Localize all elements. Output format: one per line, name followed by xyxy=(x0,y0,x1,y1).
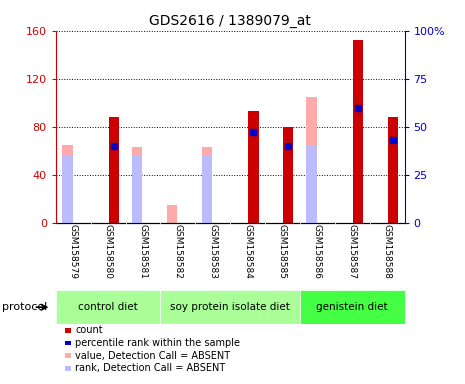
Text: rank, Detection Call = ABSENT: rank, Detection Call = ABSENT xyxy=(75,363,226,373)
Text: genistein diet: genistein diet xyxy=(316,302,388,312)
Bar xyxy=(62,145,73,223)
Bar xyxy=(388,117,398,223)
Text: GSM158584: GSM158584 xyxy=(243,224,252,279)
Text: count: count xyxy=(75,325,103,335)
Title: GDS2616 / 1389079_at: GDS2616 / 1389079_at xyxy=(149,14,311,28)
Bar xyxy=(167,205,177,223)
Bar xyxy=(306,97,317,223)
Bar xyxy=(283,127,293,223)
Text: value, Detection Call = ABSENT: value, Detection Call = ABSENT xyxy=(75,351,231,361)
Bar xyxy=(132,147,142,223)
Bar xyxy=(306,146,317,223)
Bar xyxy=(248,111,259,223)
Bar xyxy=(202,147,212,223)
Text: soy protein isolate diet: soy protein isolate diet xyxy=(170,302,290,312)
Text: protocol: protocol xyxy=(2,302,47,312)
Text: GSM158580: GSM158580 xyxy=(104,224,113,279)
Bar xyxy=(62,156,73,223)
Text: control diet: control diet xyxy=(78,302,138,312)
Bar xyxy=(132,156,142,223)
Text: GSM158587: GSM158587 xyxy=(348,224,357,279)
Text: GSM158581: GSM158581 xyxy=(139,224,147,279)
Bar xyxy=(300,290,405,324)
Text: GSM158585: GSM158585 xyxy=(278,224,287,279)
Text: percentile rank within the sample: percentile rank within the sample xyxy=(75,338,240,348)
Bar xyxy=(56,290,160,324)
Bar xyxy=(353,40,363,223)
Text: GSM158588: GSM158588 xyxy=(383,224,392,279)
Bar xyxy=(109,117,119,223)
Text: GSM158586: GSM158586 xyxy=(313,224,322,279)
Text: GSM158579: GSM158579 xyxy=(69,224,78,279)
Text: GSM158583: GSM158583 xyxy=(208,224,217,279)
Bar xyxy=(160,290,300,324)
Text: GSM158582: GSM158582 xyxy=(173,224,182,279)
Bar xyxy=(202,156,212,223)
